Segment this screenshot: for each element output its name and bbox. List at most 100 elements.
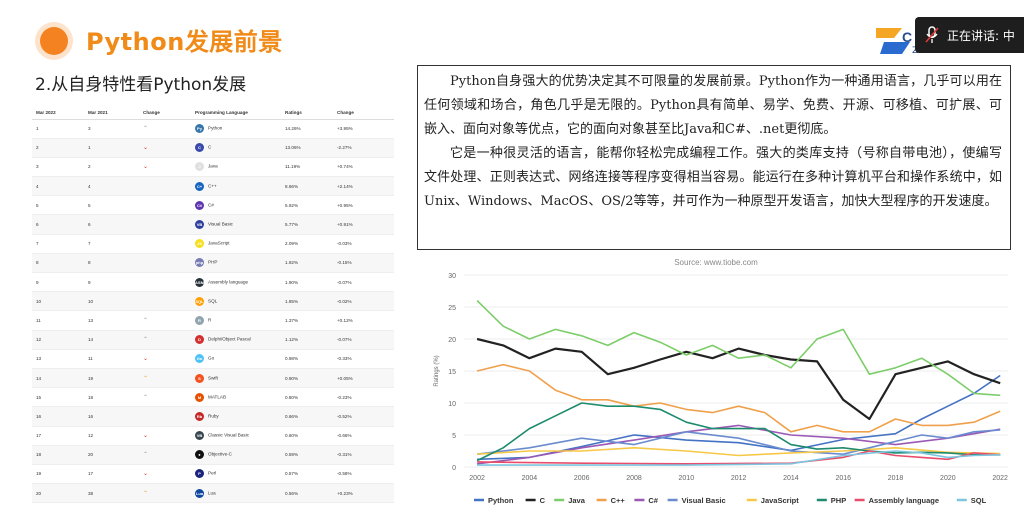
rating-change-cell: -0.33% xyxy=(333,349,394,369)
language-logo-icon: VB xyxy=(195,431,204,441)
language-cell: SQL SQL xyxy=(191,291,281,312)
change-cell xyxy=(139,214,191,235)
table-header-row: Mar 2022 Mar 2021 Change Programming Lan… xyxy=(32,107,394,120)
rank-down-double-icon: ⌄ xyxy=(143,433,149,440)
rank-up-double-icon: ⌃ xyxy=(143,490,149,497)
change-cell: ⌃ xyxy=(139,119,191,139)
rank-now-cell: 18 xyxy=(32,445,84,465)
title-bullet xyxy=(40,27,68,55)
rating-change-cell: +2.14% xyxy=(333,176,394,197)
table-row: 10 10 SQL SQL 1.85% -0.02% xyxy=(32,291,394,312)
language-cell: php PHP xyxy=(191,253,281,274)
table-row: 6 6 VB Visual Basic 5.77% +0.91% xyxy=(32,214,394,235)
col-header: Programming Language xyxy=(191,107,281,120)
rating-cell: 1.90% xyxy=(281,272,333,293)
rating-cell: 0.80% xyxy=(281,387,333,408)
rank-now-cell: 4 xyxy=(32,176,84,197)
rating-change-cell: +0.95% xyxy=(333,195,394,216)
language-logo-icon: Rb xyxy=(195,411,204,421)
language-cell: D Delphi/Object Pascal xyxy=(191,330,281,350)
rank-prev-cell: 10 xyxy=(84,291,139,312)
language-name: C# xyxy=(208,202,214,208)
change-cell: ⌃ xyxy=(139,330,191,350)
language-logo-icon: C+ xyxy=(195,181,204,191)
x-tick-label: 2012 xyxy=(731,475,747,482)
rating-cell: 0.66% xyxy=(281,406,333,427)
table-row: 14 19 ⌃ S Swift 0.90% +0.05% xyxy=(32,368,394,389)
rating-change-cell: +0.74% xyxy=(333,157,394,178)
rating-change-cell: +3.95% xyxy=(333,119,394,139)
language-logo-icon: Go xyxy=(195,354,204,364)
y-tick-label: 20 xyxy=(448,337,456,344)
rank-now-cell: 10 xyxy=(32,291,84,312)
col-header: Change xyxy=(333,107,394,120)
rank-now-cell: 12 xyxy=(32,330,84,350)
x-tick-label: 2006 xyxy=(574,475,590,482)
language-cell: Py Python xyxy=(191,119,281,139)
table-row: 16 16 Rb Ruby 0.66% -0.52% xyxy=(32,406,394,427)
table-body: 1 3 ⌃ Py Python 14.26% +3.95% 2 1 ⌄ C C 13.06% -2.27%… xyxy=(32,119,394,504)
rank-up-icon: ⌃ xyxy=(143,394,149,401)
table-row: 20 38 ⌃ Lua Lua 0.56% +0.23% xyxy=(32,483,394,504)
table-row: 17 12 ⌄ VB Classic Visual Basic 0.60% -0.66% xyxy=(32,426,394,446)
language-name: Assembly language xyxy=(208,279,249,285)
rank-prev-cell: 14 xyxy=(84,330,139,350)
rank-prev-cell: 11 xyxy=(84,349,139,369)
language-logo-icon: php xyxy=(195,258,204,268)
rating-cell: 8.66% xyxy=(281,176,333,197)
language-logo-icon: R xyxy=(195,315,204,325)
rating-change-cell: -0.31% xyxy=(333,445,394,465)
language-name: C xyxy=(208,145,212,150)
rank-now-cell: 2 xyxy=(32,138,84,158)
series-line-visual-basic xyxy=(477,429,1001,455)
change-cell: ⌃ xyxy=(139,368,191,389)
table-row: 3 2 ⌄ J Java 11.19% +0.74% xyxy=(32,157,394,178)
rank-down-icon: ⌄ xyxy=(143,145,149,152)
language-name: JavaScript xyxy=(208,240,230,246)
rank-down-icon: ⌄ xyxy=(143,471,149,478)
section-title: 2.从自身特性看Python发展 xyxy=(35,75,247,95)
y-tick-label: 5 xyxy=(452,433,456,440)
rank-now-cell: 7 xyxy=(32,234,84,254)
speaking-label: 正在讲话: 中 xyxy=(947,28,1015,43)
rank-now-cell: 19 xyxy=(32,464,84,485)
col-header: Ratings xyxy=(281,107,333,120)
language-name: Python xyxy=(208,125,223,131)
rank-up-icon: ⌃ xyxy=(143,337,149,344)
table-row: 9 9 ASM Assembly language 1.90% -0.07% xyxy=(32,272,394,293)
change-cell xyxy=(139,253,191,274)
language-name: Classic Visual Basic xyxy=(208,432,250,438)
change-cell: ⌃ xyxy=(139,310,191,331)
legend-label: Visual Basic xyxy=(682,496,726,505)
rating-cell: 11.19% xyxy=(281,157,333,178)
language-name: MATLAB xyxy=(208,394,227,400)
language-cell: ● Objective-C xyxy=(191,445,281,465)
rank-prev-cell: 1 xyxy=(84,138,139,158)
table-row: 2 1 ⌄ C C 13.06% -2.27% xyxy=(32,138,394,158)
language-cell: JS JavaScript xyxy=(191,234,281,254)
rating-change-cell: +0.23% xyxy=(333,483,394,504)
rating-change-cell: -0.02% xyxy=(333,291,394,312)
rank-prev-cell: 18 xyxy=(84,387,139,408)
rank-up-icon: ⌃ xyxy=(143,452,149,459)
language-logo-icon: SQL xyxy=(195,296,204,306)
language-name: Visual Basic xyxy=(208,221,233,227)
rank-prev-cell: 17 xyxy=(84,464,139,485)
y-tick-label: 10 xyxy=(448,401,456,408)
rank-down-icon: ⌄ xyxy=(143,164,149,171)
y-tick-label: 15 xyxy=(448,369,456,376)
x-tick-label: 2018 xyxy=(888,475,904,482)
language-cell: J Java xyxy=(191,157,281,178)
change-cell: ⌄ xyxy=(139,426,191,446)
rating-change-cell: -0.03% xyxy=(333,234,394,254)
col-header: Mar 2022 xyxy=(32,107,84,120)
x-tick-label: 2010 xyxy=(679,475,695,482)
change-cell xyxy=(139,406,191,427)
rank-prev-cell: 3 xyxy=(84,119,139,139)
rank-prev-cell: 6 xyxy=(84,214,139,235)
language-logo-icon: ASM xyxy=(195,277,204,287)
rank-up-double-icon: ⌃ xyxy=(143,375,149,382)
rating-cell: 0.57% xyxy=(281,464,333,485)
language-name: Go xyxy=(208,356,215,362)
rating-change-cell: -0.52% xyxy=(333,406,394,427)
